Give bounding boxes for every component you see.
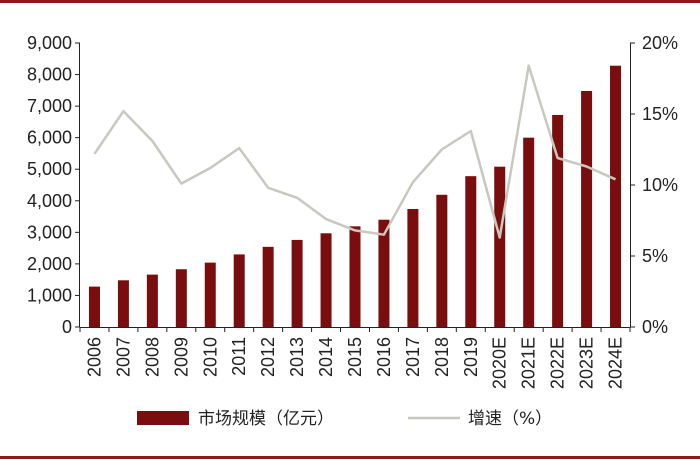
x-tick-label-2019: 2019: [461, 337, 481, 377]
y-right-tick-label: 10%: [642, 175, 678, 195]
legend: 市场规模（亿元） 增速（%）: [137, 409, 552, 429]
y-left-tick-label: 0: [62, 317, 72, 337]
bar-2017: [407, 208, 419, 327]
bar-2022E: [552, 114, 564, 328]
x-tick-label-2012: 2012: [258, 337, 278, 377]
legend-bar-swatch: [137, 411, 189, 425]
x-tick-label-2011: 2011: [229, 337, 249, 376]
y-left-tick-label: 3,000: [27, 222, 72, 242]
x-tick-label-2014: 2014: [316, 337, 336, 377]
x-tick-label-2021E: 2021E: [519, 337, 539, 389]
y-right-tick-label: 0%: [642, 317, 668, 337]
legend-bar-label: 市场规模（亿元）: [198, 409, 334, 429]
x-tick-label-2017: 2017: [403, 337, 423, 377]
bar-2011: [233, 254, 245, 327]
bar-2015: [349, 226, 361, 327]
bar-2014: [320, 233, 332, 327]
x-tick-label-2022E: 2022E: [548, 337, 568, 389]
y-left-tick-label: 5,000: [27, 159, 72, 179]
x-tick-label-2006: 2006: [84, 337, 104, 377]
y-right-tick-label: 15%: [642, 104, 678, 124]
x-tick-label-2009: 2009: [171, 337, 191, 377]
y-left-tick-label: 8,000: [27, 65, 72, 85]
bar-2018: [436, 194, 448, 327]
y-right-tick-label: 5%: [642, 246, 668, 266]
x-tick-label-2016: 2016: [374, 337, 394, 377]
y-left-tick-label: 9,000: [27, 33, 72, 53]
bar-2024E: [610, 65, 622, 327]
bar-2008: [146, 274, 158, 327]
bar-2010: [204, 262, 216, 327]
bar-2016: [378, 219, 390, 327]
x-tick-label-2008: 2008: [142, 337, 162, 377]
x-tick-label-2007: 2007: [113, 337, 133, 377]
bar-2009: [175, 269, 187, 327]
legend-line-label: 增速（%）: [468, 409, 552, 429]
x-tick-label-2010: 2010: [200, 337, 220, 377]
y-left-tick-label: 4,000: [27, 191, 72, 211]
plot-area: 2006 2007 2008 2009 2010 2011 2012 2013 2014 2015…: [27, 33, 678, 389]
frame-top-border: [0, 0, 700, 3]
bar-2013: [291, 239, 303, 327]
frame-bottom-border: [0, 456, 700, 459]
x-tick-label-2024E: 2024E: [606, 337, 626, 389]
bar-2021E: [523, 137, 535, 327]
x-tick-label-2018: 2018: [432, 337, 452, 377]
growth-line: [93, 64, 617, 239]
bar-2019: [465, 176, 477, 327]
x-tick-label-2023E: 2023E: [577, 337, 597, 389]
y-left-tick-label: 2,000: [27, 254, 72, 274]
x-tick-label-2015: 2015: [345, 337, 365, 377]
y-left-tick-label: 6,000: [27, 128, 72, 148]
x-tick-label-2013: 2013: [287, 337, 307, 377]
y-left-tick-label: 7,000: [27, 96, 72, 116]
bar-2006: [88, 286, 100, 327]
y-right-tick-label: 20%: [642, 33, 678, 53]
bar-2007: [117, 280, 129, 327]
bar-2020E: [494, 166, 506, 327]
x-tick-label-2020E: 2020E: [490, 337, 510, 389]
bar-2012: [262, 246, 274, 327]
y-left-tick-label: 1,000: [27, 285, 72, 305]
bar-2023E: [581, 90, 593, 327]
